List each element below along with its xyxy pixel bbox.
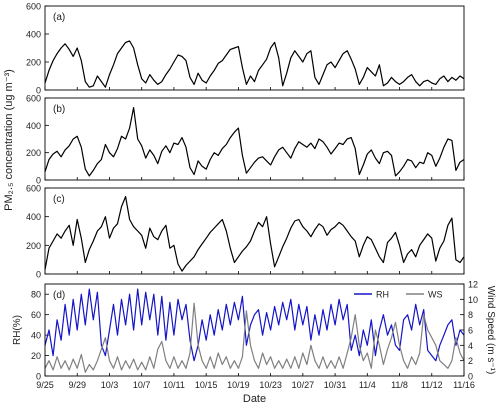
panel-d-ytick-right-label: 4 [468,341,473,351]
x-tick-label: 11/4 [359,380,376,390]
x-tick-label: 10/15 [195,380,218,390]
x-tick-label: 11/8 [391,380,408,390]
panel-a-ytick-label: 600 [26,2,41,12]
panel-d-ylabel: RH(%) [12,315,23,345]
panel-d-ylabel-right: Wind Speed (m s⁻¹) [485,286,496,375]
panel-b-ytick-label: 600 [26,94,41,104]
x-tick-label: 9/25 [36,380,54,390]
panel-d-label: (d) [53,290,65,301]
panel-d-legend-label-rh: RH [376,290,389,300]
x-tick-label: 10/3 [101,380,119,390]
panel-a-ytick-label: 0 [36,86,41,96]
panel-d-ytick-right-label: 8 [468,310,473,320]
panel-a-series-pm25-line [44,40,465,88]
panel-d-ytick-right-label: 10 [468,295,478,305]
panel-a-frame [44,5,465,91]
panel-c-ytick-label: 600 [26,184,41,194]
panel-a-ytick-label: 400 [26,30,41,40]
panel-d-ytick-right-label: 2 [468,356,473,366]
panel-c-frame [44,187,465,275]
panel-b-ytick-label: 400 [26,121,41,131]
x-tick-label: 11/16 [453,380,475,390]
panel-d-legend-label-ws: WS [428,290,443,300]
panel-d-ytick-right-label: 6 [468,326,473,336]
x-tick-label: 11/12 [421,380,443,390]
panel-a-ytick-label: 200 [26,58,41,68]
x-tick-label: 10/7 [133,380,151,390]
x-tick-label: 9/29 [68,380,86,390]
panel-d-ytick-label: 40 [31,331,41,341]
panel-d-frame [44,283,465,377]
panel-c-series-pm25-line [44,196,465,272]
pm25-ylabel: PM₂.₅ concentration (ug m⁻³) [3,69,15,211]
panel-b-series-pm25-line [44,107,465,177]
x-tick-label: 10/31 [324,380,347,390]
panel-b-frame [44,97,465,181]
panel-d-ytick-label: 80 [31,290,41,300]
panel-b-ytick-label: 200 [26,148,41,158]
panel-a-label: (a) [53,12,65,23]
panel-d-ytick-right-label: 0 [468,372,473,382]
panel-b-ytick-label: 0 [36,176,41,186]
panel-d-series-rh-line [44,288,465,362]
panel-d-ytick-right-label: 12 [468,280,478,290]
x-axis-title: Date [243,393,266,405]
panel-c-label: (c) [53,194,65,205]
x-tick-label: 10/19 [227,380,250,390]
panel-d-ytick-label: 60 [31,310,41,320]
panel-c-ytick-label: 400 [26,212,41,222]
x-tick-label: 10/11 [163,380,185,390]
x-tick-label: 10/23 [259,380,282,390]
panel-c-ytick-label: 200 [26,241,41,251]
panel-d-series-ws-line [44,302,465,373]
panel-d-ytick-label: 20 [31,351,41,361]
panel-b-label: (b) [53,104,65,115]
x-tick-label: 10/27 [292,380,315,390]
panel-c-ytick-label: 0 [36,270,41,280]
panel-d-ytick-label: 0 [36,372,41,382]
